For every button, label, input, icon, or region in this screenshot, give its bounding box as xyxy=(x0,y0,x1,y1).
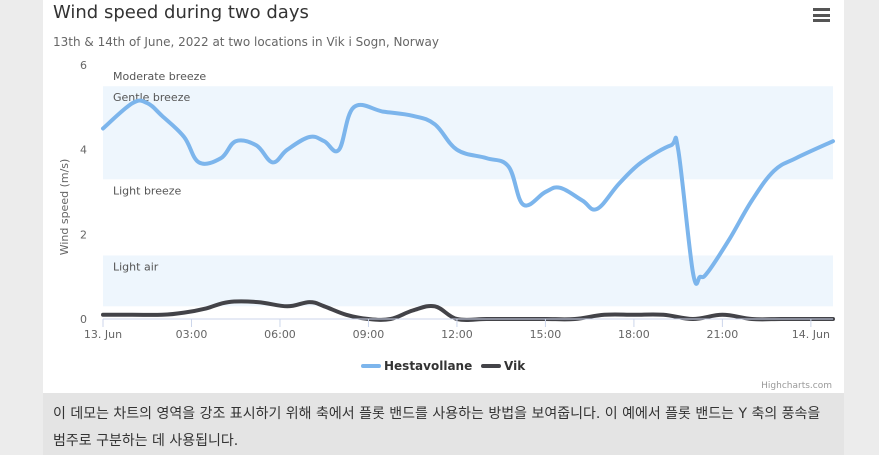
legend-item[interactable]: Vik xyxy=(481,359,526,373)
x-tick-label: 18:00 xyxy=(618,328,650,341)
axes: 0 2 4 6 Wind speed (m/s) 13. Jun 03:00 06:00 09:… xyxy=(58,59,833,341)
y-tick-label: 2 xyxy=(80,228,87,241)
plot-band-label: Light breeze xyxy=(113,184,182,197)
legend-label: Hestavollane xyxy=(384,359,472,373)
y-axis-title: Wind speed (m/s) xyxy=(58,159,71,256)
chart-title: Wind speed during two days xyxy=(53,2,309,23)
x-tick-label: 13. Jun xyxy=(84,328,122,341)
hamburger-menu-icon[interactable] xyxy=(813,8,831,24)
plot-band-label: Gentle breeze xyxy=(113,91,190,104)
x-tick-label: 03:00 xyxy=(176,328,208,341)
y-tick-label: 6 xyxy=(80,59,87,72)
x-tick-label: 21:00 xyxy=(707,328,739,341)
caption-text: 이 데모는 차트의 영역을 강조 표시하기 위해 축에서 플롯 밴드를 사용하는… xyxy=(53,406,821,449)
y-tick-label: 4 xyxy=(80,144,87,157)
plot-band xyxy=(103,65,833,87)
chart-caption: 이 데모는 차트의 영역을 강조 표시하기 위해 축에서 플롯 밴드를 사용하는… xyxy=(43,393,844,455)
x-tick-label: 15:00 xyxy=(530,328,562,341)
legend-label: Vik xyxy=(504,359,526,373)
x-tick-label: 06:00 xyxy=(264,328,296,341)
x-tick-label: 09:00 xyxy=(353,328,385,341)
credits-link[interactable]: Highcharts.com xyxy=(761,381,832,391)
series-lines xyxy=(101,98,835,323)
x-tick-label: 14. Jun xyxy=(792,328,830,341)
plot-bands xyxy=(103,65,833,307)
plot-band-label: Moderate breeze xyxy=(113,70,206,83)
legend: Hestavollane Vik xyxy=(361,359,526,373)
legend-item[interactable]: Hestavollane xyxy=(361,359,472,373)
plot-band xyxy=(103,255,833,307)
y-tick-label: 0 xyxy=(80,313,87,326)
plot-band xyxy=(103,86,833,180)
chart-subtitle: 13th & 14th of June, 2022 at two locatio… xyxy=(53,35,439,49)
series-line-vik[interactable] xyxy=(101,299,835,323)
plot-band-label: Light air xyxy=(113,261,159,274)
x-tick-label: 12:00 xyxy=(441,328,473,341)
plot-band xyxy=(103,179,833,256)
chart-container: Wind speed during two days 13th & 14th o… xyxy=(43,0,844,455)
series-line-hestavollane[interactable] xyxy=(101,98,835,286)
wind-speed-chart: Light air Light breeze Gentle breeze Modera… xyxy=(58,59,835,391)
